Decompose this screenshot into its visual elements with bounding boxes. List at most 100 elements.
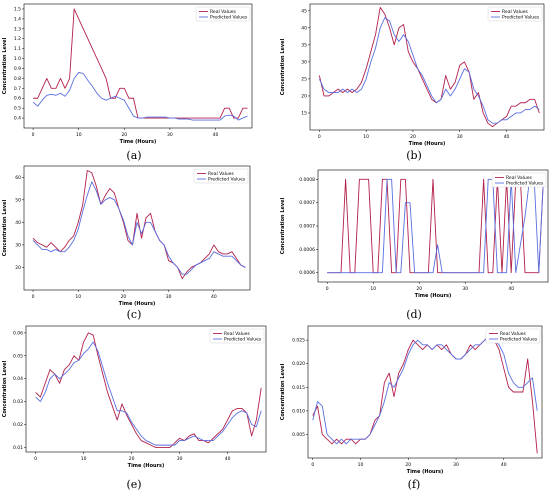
y-tick-label: 60 [15,175,21,181]
y-tick-label: 0.7 [14,86,21,92]
plot-frame [23,3,253,129]
y-tick-label: 0.020 [292,361,305,367]
x-tick-label: 30 [457,134,463,140]
chart-svg-a: 0 10 20 30 40 0.4 0.5 0.6 0.7 0.8 0.9 1.0 1.1 1.2 1.3 1… [2,3,253,145]
x-axis-title: Time (Hours) [119,301,156,307]
x-axis-title: Time (Hours) [407,469,444,475]
legend-box [195,6,251,22]
y-axis-title: Concentration Level [280,38,286,95]
legend-label-predicted: Predicted Values [506,181,544,187]
y-axis-title: Concentration Level [2,199,8,256]
series-line-predicted [32,181,246,275]
x-tick-label: 30 [462,286,468,292]
y-tick-label: 0.005 [292,432,305,438]
y-tick-label: 25 [301,76,307,82]
x-tick-label: 0 [32,294,35,300]
chart-svg-e: 0 10 20 30 40 0.01 0.02 0.03 0.04 0.05 0.06 Time (H… [2,325,267,469]
y-tick-label: 0.05 [13,353,23,359]
chart-svg-b: 0 10 20 30 40 15 20 25 30 35 40 45 Time (Hours) Conce… [280,3,545,147]
y-tick-label: 40 [15,220,21,226]
legend-label-real: Real Values [506,175,532,181]
y-tick-label: 30 [15,242,21,248]
plot-frame [307,325,543,459]
x-tick-label: 10 [81,456,87,462]
x-tick-label: 40 [213,132,219,138]
series-line-real [318,6,540,128]
y-tick-label: 0.0007 [299,200,315,206]
x-tick-label: 20 [410,134,416,140]
panel-caption-a: (a) [126,149,142,162]
chart-svg-f: 0 10 20 30 40 0.005 0.010 0.015 0.020 0.025 Time (… [280,325,543,475]
x-axis-title: Time (Hours) [415,293,452,299]
x-tick-label: 10 [358,462,364,468]
series-line-real [35,332,262,448]
series-line-real [327,178,544,274]
x-tick-label: 20 [121,294,127,300]
series-line-real [33,8,248,119]
y-tick-label: 1.0 [14,56,21,62]
x-tick-label: 0 [32,132,35,138]
series-line-predicted [35,341,262,446]
y-axis-title: Concentration Level [2,360,8,417]
x-tick-label: 40 [508,286,514,292]
x-tick-label: 30 [453,462,459,468]
y-tick-label: 35 [301,42,307,48]
x-tick-label: 0 [326,286,329,292]
y-tick-label: 45 [301,8,307,14]
y-tick-label: 0.5 [14,106,21,112]
series-line-predicted [312,334,538,445]
legend-label-predicted: Predicted Values [502,15,540,21]
chart-svg-c: 0 10 20 30 40 20 30 40 50 60 Time (Hours) Concentra… [2,165,251,307]
plot-frame [25,325,267,453]
y-tick-label: 0.0006 [299,270,315,276]
chart-panel-b: 0 10 20 30 40 15 20 25 30 35 40 45 Time (Hours) Conce… [278,0,550,160]
x-tick-label: 20 [121,132,127,138]
legend-box [485,328,541,344]
panel-caption-d: (d) [406,308,422,321]
y-tick-label: 0.4 [14,116,21,122]
y-tick-label: 20 [15,265,21,271]
y-tick-label: 0.025 [292,338,305,344]
y-tick-label: 1.3 [14,26,21,32]
series-line-predicted [318,17,540,124]
x-tick-label: 40 [211,294,217,300]
chart-panel-c: 0 10 20 30 40 20 30 40 50 60 Time (Hours) Concentra… [0,160,270,322]
x-tick-label: 20 [405,462,411,468]
y-tick-label: 0.010 [292,408,305,414]
y-tick-label: 0.06 [13,330,23,336]
legend-label-real: Real Values [500,331,526,337]
series-line-predicted [327,178,544,274]
x-tick-label: 10 [76,132,82,138]
y-tick-label: 50 [15,197,21,203]
x-tick-label: 20 [129,456,135,462]
y-axis-title: Concentration Level [280,363,286,420]
x-tick-label: 10 [370,286,376,292]
y-tick-label: 1.2 [14,36,21,42]
chart-panel-a: 0 10 20 30 40 0.4 0.5 0.6 0.7 0.8 0.9 1.0 1.1 1.2 1.3 1… [0,0,270,160]
legend-label-predicted: Predicted Values [500,337,538,343]
x-tick-label: 40 [504,134,510,140]
y-tick-label: 0.8 [14,76,21,82]
x-tick-label: 0 [34,456,37,462]
panel-caption-e: (e) [126,478,142,491]
y-tick-label: 1.4 [14,16,21,22]
x-tick-label: 0 [311,462,314,468]
x-tick-label: 10 [75,294,81,300]
y-tick-label: 1.1 [14,46,21,52]
legend-label-predicted: Predicted Values [210,15,248,21]
plot-frame [309,3,545,131]
x-tick-label: 40 [225,456,231,462]
x-axis-title: Time (Hours) [120,139,157,145]
panel-caption-b: (b) [406,149,422,162]
series-line-real [312,334,538,454]
x-tick-label: 30 [167,132,173,138]
y-tick-label: 1.5 [14,6,21,12]
legend-label-predicted: Predicted Values [224,337,262,343]
y-tick-label: 40 [301,25,307,31]
series-line-predicted [32,71,248,121]
legend-box [209,328,265,344]
chart-svg-d: 0 10 20 30 40 0.0006 0.0006 0.0007 0.0007 0.0008 T… [280,169,549,299]
y-axis-title: Concentration Level [2,37,8,94]
chart-panel-d: 0 10 20 30 40 0.0006 0.0006 0.0007 0.0007 0.0008 T… [278,160,550,322]
x-tick-label: 0 [318,134,321,140]
